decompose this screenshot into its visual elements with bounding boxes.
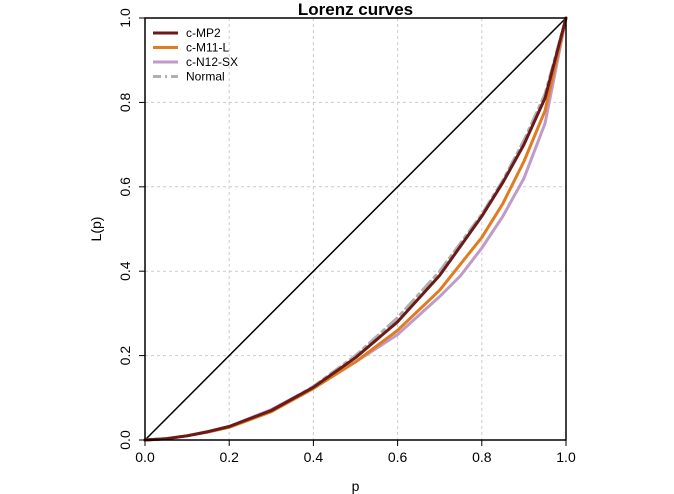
y-tick-label: 0.0 [117, 430, 133, 450]
x-tick-label: 0.0 [135, 449, 155, 465]
y-tick-label: 0.4 [117, 261, 133, 281]
plot-lines [143, 16, 568, 442]
x-axis: 0.0 0.2 0.4 0.6 0.8 1.0 [135, 440, 576, 465]
x-axis-title: p [352, 478, 360, 494]
x-tick-label: 0.2 [219, 449, 239, 465]
y-axis: 0.0 0.2 0.4 0.6 0.8 1.0 [117, 8, 145, 450]
legend-label: c-MP2 [186, 26, 221, 40]
grid [145, 18, 566, 440]
y-tick-label: 0.8 [117, 92, 133, 112]
series-line-c-mp2 [143, 16, 568, 442]
y-tick-label: 0.6 [117, 177, 133, 197]
legend-label: c-M11-L [186, 41, 229, 55]
y-tick-label: 0.2 [117, 346, 133, 366]
legend-label: Normal [186, 70, 225, 84]
y-tick-label: 1.0 [117, 8, 133, 28]
plot-frame [144, 17, 567, 441]
y-axis-title: L(p) [88, 217, 104, 242]
x-tick-label: 0.6 [388, 449, 408, 465]
x-tick-label: 0.8 [472, 449, 492, 465]
legend-label: c-N12-SX [186, 55, 238, 69]
chart-title: Lorenz curves [298, 0, 413, 19]
x-tick-label: 1.0 [556, 449, 576, 465]
equality-line [144, 17, 567, 441]
x-tick-label: 0.4 [304, 449, 324, 465]
